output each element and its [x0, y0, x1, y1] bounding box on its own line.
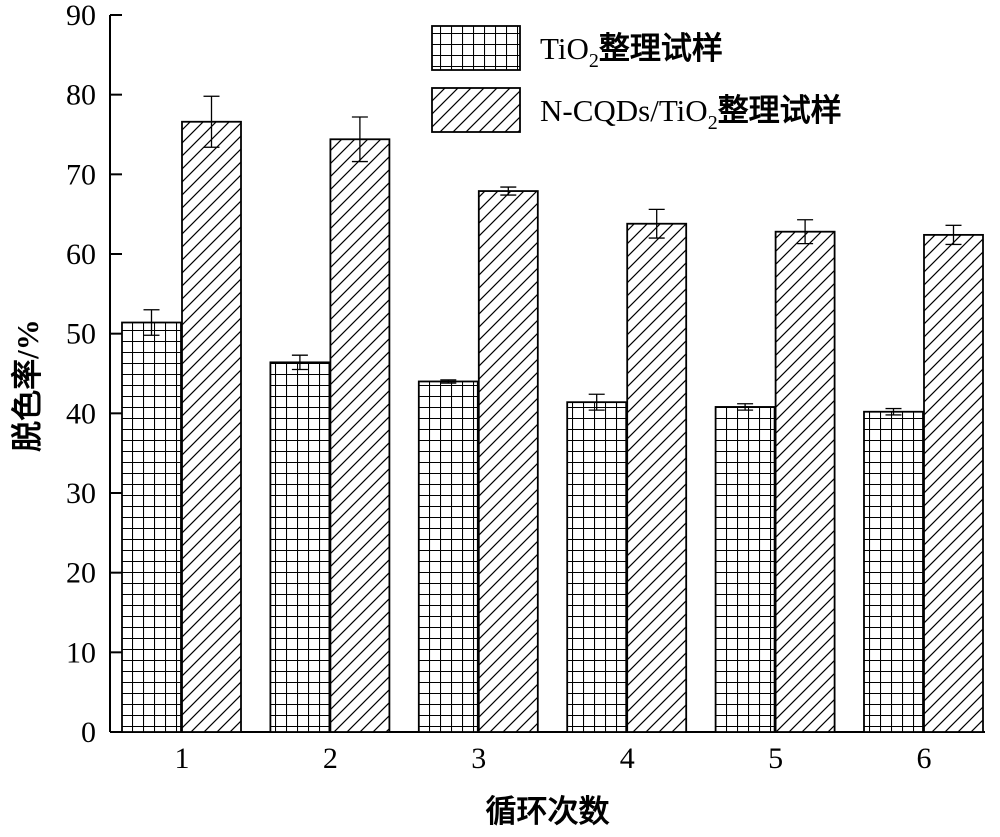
x-tick-label: 4 — [620, 742, 635, 775]
bar-series-1 — [417, 380, 479, 733]
y-tick-label: 30 — [66, 477, 96, 510]
bar-series-2 — [923, 233, 984, 733]
y-tick-label: 0 — [81, 716, 96, 749]
bar-series-1 — [566, 401, 628, 733]
y-tick-label: 70 — [66, 158, 96, 191]
bar-series-2 — [477, 190, 539, 733]
y-tick-label: 90 — [66, 0, 96, 32]
x-tick-label: 6 — [917, 742, 932, 775]
bar-series-2 — [329, 138, 391, 733]
x-tick-label: 3 — [471, 742, 486, 775]
x-tick-label: 2 — [323, 742, 338, 775]
y-tick-label: 80 — [66, 79, 96, 112]
y-tick-label: 40 — [66, 397, 96, 430]
bar-series-1 — [269, 361, 331, 733]
y-tick-label: 10 — [66, 636, 96, 669]
legend-label-2: N-CQDs/TiO2整理试样 — [540, 93, 842, 134]
bar-series-2 — [181, 120, 242, 733]
x-tick-label: 5 — [768, 742, 783, 775]
bar-series-2 — [774, 230, 836, 733]
bar-series-1 — [863, 410, 924, 733]
y-axis-title: 脱色率/% — [10, 319, 45, 452]
bar-series-1 — [121, 321, 182, 733]
bar-series-2 — [626, 222, 688, 733]
x-tick-label: 1 — [175, 742, 190, 775]
legend-swatch-2 — [431, 87, 521, 133]
y-tick-label: 20 — [66, 557, 96, 590]
y-tick-label: 50 — [66, 318, 96, 351]
x-axis-title: 循环次数 — [486, 794, 610, 829]
legend-label-1: TiO2整理试样 — [540, 31, 723, 72]
bar-series-1 — [714, 406, 776, 733]
legend-swatch-1 — [431, 25, 521, 71]
y-tick-label: 60 — [66, 238, 96, 271]
